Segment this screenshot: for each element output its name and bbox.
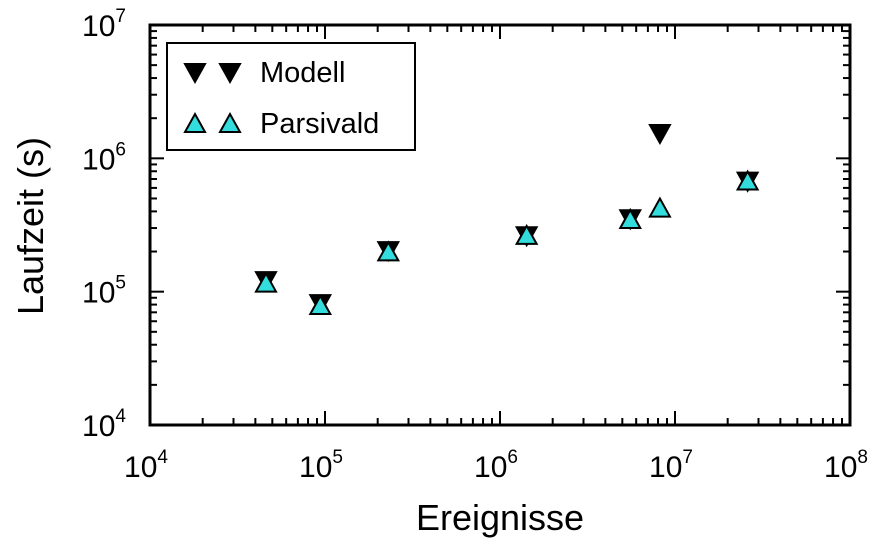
legend-box (166, 42, 416, 151)
legend-label-parsivald: Parsivald (260, 108, 379, 140)
axis-ticks (149, 24, 851, 426)
y-tick-label: 106 (82, 139, 126, 176)
legend-marker-modell (183, 63, 207, 85)
y-tick-label: 105 (82, 273, 126, 310)
parsivald-point (254, 271, 278, 293)
legend-markers (183, 63, 242, 133)
x-tick-label: 107 (649, 447, 693, 484)
x-tick-label: 104 (124, 447, 168, 484)
x-axis-title: Ereignisse (416, 497, 584, 538)
legend-marker-parsivald (218, 111, 242, 133)
parsivald-point (376, 240, 401, 262)
parsivald-point (308, 293, 332, 316)
parsivald-point (735, 169, 760, 191)
y-axis-title: Laufzeit (s) (10, 137, 51, 315)
parsivald-point (514, 223, 539, 245)
y-tick-label: 107 (82, 6, 126, 43)
data-points (254, 123, 760, 316)
x-tick-label: 106 (474, 447, 518, 484)
x-tick-label: 105 (299, 447, 343, 484)
axis-tick-labels: 104 105 106 107 108 104 105 106 107 (82, 6, 868, 484)
modell-point (648, 123, 672, 146)
parsivald-point (618, 207, 642, 229)
legend-marker-parsivald (183, 111, 207, 133)
y-tick-label: 104 (82, 406, 126, 443)
legend-label-modell: Modell (260, 57, 345, 89)
legend-marker-modell (218, 63, 242, 85)
x-tick-label: 108 (824, 447, 868, 484)
parsivald-point (648, 196, 672, 218)
legend: Modell Parsivald (166, 42, 416, 151)
